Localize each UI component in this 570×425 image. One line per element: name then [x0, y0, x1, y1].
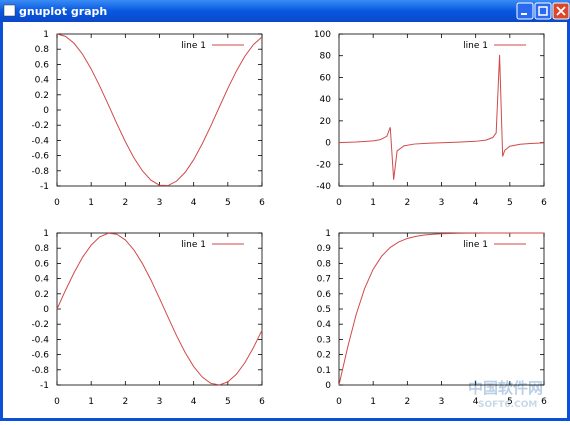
x-tick-label: 6 [259, 397, 265, 407]
y-tick-label: 0.8 [35, 244, 50, 254]
line-series [56, 232, 263, 386]
x-tick-label: 5 [225, 397, 231, 407]
x-tick-label: 1 [370, 198, 376, 208]
y-tick-label: -20 [316, 160, 331, 170]
x-tick-label: 1 [88, 397, 94, 407]
y-tick-label: 0.4 [317, 320, 332, 330]
x-tick-label: 4 [473, 198, 479, 208]
legend-label: line 1 [463, 240, 488, 250]
x-tick-label: 2 [122, 198, 128, 208]
watermark-text: 中国软件网 [468, 379, 543, 397]
watermark-subtext: SOFT6.COM [478, 400, 537, 410]
x-tick-label: 3 [439, 397, 445, 407]
y-tick-label: 0 [325, 381, 331, 391]
y-tick-label: 0.7 [317, 275, 331, 285]
y-tick-label: -0.6 [31, 351, 49, 361]
line-series [56, 33, 263, 187]
x-tick-label: 5 [507, 397, 513, 407]
y-tick-label: -1 [40, 381, 49, 391]
x-tick-label: 3 [157, 198, 163, 208]
x-tick-label: 0 [336, 397, 342, 407]
x-tick-label: 6 [541, 198, 547, 208]
y-tick-label: -0.6 [31, 152, 49, 162]
y-tick-label: 0.3 [317, 335, 331, 345]
y-tick-label: -40 [316, 182, 331, 192]
y-tick-label: 0.1 [317, 366, 331, 376]
y-tick-label: 20 [320, 117, 332, 127]
x-tick-label: 2 [122, 397, 128, 407]
x-tick-label: 2 [404, 397, 410, 407]
x-tick-label: 4 [191, 198, 197, 208]
y-tick-label: 0.6 [35, 60, 50, 70]
x-tick-label: 0 [54, 397, 60, 407]
x-tick-label: 5 [225, 198, 231, 208]
x-tick-label: 6 [541, 397, 547, 407]
x-tick-label: 0 [336, 198, 342, 208]
y-tick-label: 100 [314, 30, 331, 40]
y-tick-label: 40 [320, 95, 332, 105]
maximize-button[interactable] [534, 2, 552, 20]
y-tick-label: 0 [325, 139, 331, 149]
plots: -1 -0.8 -0.6 -0.4 -0.2 0 0.2 0.4 0.6 0.8 1 0 1 2 3 4 5 6 l… [31, 30, 547, 407]
y-tick-label: 0 [43, 305, 49, 315]
minimize-glyph [521, 13, 527, 15]
x-tick-label: 0 [54, 198, 60, 208]
app-icon [3, 4, 16, 17]
close-glyph [556, 6, 566, 16]
y-tick-label: 80 [320, 52, 332, 62]
y-tick-label: 0.2 [35, 290, 49, 300]
y-tick-label: 0.4 [35, 275, 50, 285]
x-tick-label: 5 [507, 198, 513, 208]
maximize-glyph [538, 6, 548, 16]
y-tick-label: 0 [43, 106, 49, 116]
legend-label: line 1 [181, 240, 206, 250]
y-tick-label: 0.6 [35, 259, 50, 269]
y-tick-label: 0.4 [35, 76, 50, 86]
y-tick-label: 1 [43, 229, 49, 239]
y-tick-label: -0.2 [31, 320, 49, 330]
y-tick-label: 60 [320, 73, 332, 83]
y-tick-label: 0.9 [317, 244, 332, 254]
x-tick-label: 1 [88, 198, 94, 208]
y-tick-label: 0.6 [317, 290, 332, 300]
x-tick-label: 4 [473, 397, 479, 407]
y-tick-label: 0.2 [35, 91, 49, 101]
x-tick-label: 3 [157, 397, 163, 407]
line-series [338, 54, 545, 180]
y-tick-label: -0.4 [31, 136, 49, 146]
y-tick-label: 0.8 [35, 45, 50, 55]
y-tick-label: -0.8 [31, 366, 49, 376]
legend-label: line 1 [463, 41, 488, 51]
x-tick-label: 4 [191, 397, 197, 407]
y-tick-label: -1 [40, 182, 49, 192]
window-title: gnuplot graph [19, 5, 107, 18]
minimize-button[interactable] [516, 2, 534, 20]
y-tick-label: -0.8 [31, 167, 49, 177]
plot-area [3, 22, 567, 418]
y-tick-label: 1 [325, 229, 331, 239]
y-tick-label: 0.5 [317, 305, 331, 315]
y-tick-label: 0.8 [317, 259, 332, 269]
line-series [338, 232, 544, 386]
y-tick-label: -0.4 [31, 335, 49, 345]
y-tick-label: 1 [43, 30, 49, 40]
legend-label: line 1 [181, 41, 206, 51]
x-tick-label: 6 [259, 198, 265, 208]
title-bar [0, 0, 570, 22]
x-tick-label: 1 [370, 397, 376, 407]
y-tick-label: 0.2 [317, 351, 331, 361]
x-tick-label: 2 [404, 198, 410, 208]
y-tick-label: -0.2 [31, 121, 49, 131]
x-tick-label: 3 [439, 198, 445, 208]
